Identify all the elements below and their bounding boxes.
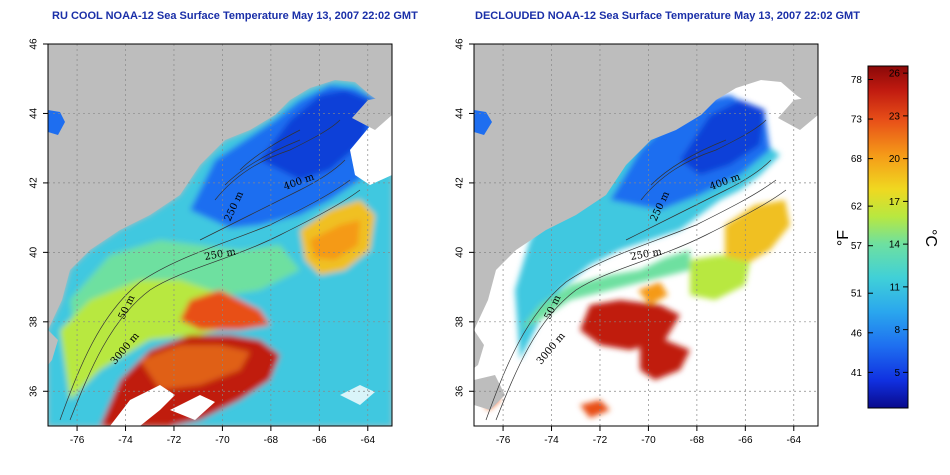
celsius-tick-label: 20 [889,154,901,165]
fahrenheit-tick-label: 73 [851,115,863,126]
fahrenheit-tick-label: 51 [851,289,863,300]
celsius-tick-label: 14 [889,240,901,251]
fahrenheit-tick-label: 46 [851,328,863,339]
lon-tick-label: -66 [738,435,753,446]
lon-tick-label: -72 [593,435,608,446]
colorbar-ticks: 5 8 11 14 17 20 23 26 41 46 51 57 62 68 73 78 [851,69,908,379]
colorbar-gradient [867,65,909,409]
lon-tick-label: -76 [496,435,511,446]
graticule-right [474,44,818,426]
right-axis-ticks: -76 -74 -72 -70 -68 -66 -64 36 38 40 42 44 46 [455,38,802,446]
lon-tick-label: -68 [690,435,705,446]
lon-tick-label: -66 [312,435,327,446]
lat-tick-label: 40 [455,246,466,258]
cloud-patches [110,58,392,426]
left-panel-title: RU COOL NOAA-12 Sea Surface Temperature … [52,10,418,22]
lat-tick-label: 38 [29,316,40,328]
fahrenheit-tick-label: 41 [851,368,863,379]
fahrenheit-tick-label: 57 [851,241,863,252]
temperature-colorbar: 5 8 11 14 17 20 23 26 41 46 51 57 62 68 73 78 °F °C [835,65,939,409]
celsius-tick-label: 5 [894,368,900,379]
fahrenheit-tick-label: 62 [851,202,863,213]
lat-tick-label: 40 [29,246,40,258]
lon-tick-label: -70 [215,435,230,446]
celsius-tick-label: 26 [889,69,901,80]
lat-tick-label: 46 [29,38,40,50]
lon-tick-label: -64 [361,435,376,446]
left-map-panel: 400 m 250 m 250 m 50 m 3000 m -76 -74 -72-… [29,38,393,446]
lat-tick-label: 46 [455,38,466,50]
lat-tick-label: 44 [29,107,40,119]
lon-tick-label: -72 [167,435,182,446]
lon-tick-label: -76 [70,435,85,446]
lat-tick-label: 42 [455,177,466,189]
lon-tick-label: -68 [264,435,279,446]
lat-tick-label: 36 [29,385,40,397]
lat-tick-label: 36 [455,385,466,397]
fahrenheit-tick-label: 68 [851,154,863,165]
right-map-panel: 400 m 250 m 250 m 50 m 3000 m -76 -74 -72-… [455,38,819,446]
fahrenheit-unit-label: °F [835,230,852,246]
left-map-frame [47,43,393,427]
lat-tick-label: 42 [29,177,40,189]
bathymetry-contours-right [485,119,787,421]
lat-tick-label: 38 [455,316,466,328]
left-axis-ticks: -76 -74 -72 -70 -68 -66 -64 36 38 40 42 44 46 [29,38,376,446]
coastline-land [48,44,392,365]
lon-tick-label: -64 [787,435,802,446]
bathymetry-contours [59,119,361,421]
celsius-tick-label: 11 [890,282,901,293]
coastline-land-right [474,44,818,410]
sst-field [48,80,392,426]
right-panel-title: DECLOUDED NOAA-12 Sea Surface Temperatur… [475,10,860,22]
lon-tick-label: -70 [641,435,656,446]
celsius-tick-label: 8 [894,325,900,336]
lon-tick-label: -74 [118,435,133,446]
fahrenheit-tick-label: 78 [851,75,863,86]
right-map-frame [473,43,819,427]
celsius-tick-label: 23 [889,111,901,122]
graticule-left [48,44,392,426]
lat-tick-label: 44 [455,107,466,119]
celsius-unit-label: °C [922,229,939,247]
celsius-tick-label: 17 [889,197,901,208]
lon-tick-label: -74 [544,435,559,446]
